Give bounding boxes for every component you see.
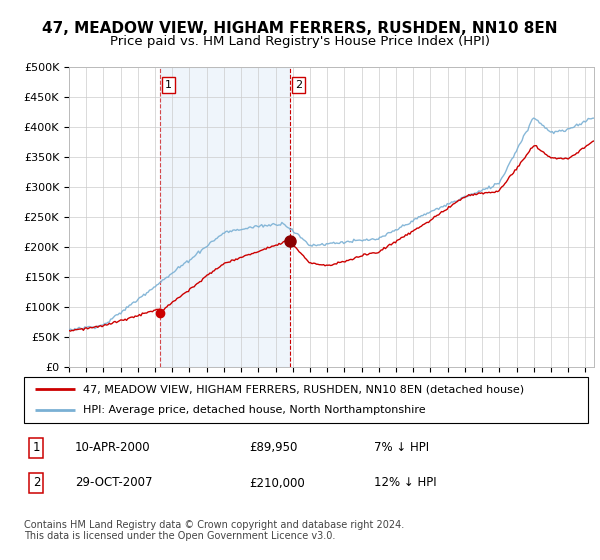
Text: 29-OCT-2007: 29-OCT-2007 <box>75 477 152 489</box>
Text: Contains HM Land Registry data © Crown copyright and database right 2024.
This d: Contains HM Land Registry data © Crown c… <box>24 520 404 542</box>
Text: £210,000: £210,000 <box>250 477 305 489</box>
Text: £89,950: £89,950 <box>250 441 298 454</box>
Text: 47, MEADOW VIEW, HIGHAM FERRERS, RUSHDEN, NN10 8EN: 47, MEADOW VIEW, HIGHAM FERRERS, RUSHDEN… <box>42 21 558 36</box>
Text: 1: 1 <box>165 80 172 90</box>
FancyBboxPatch shape <box>24 377 588 423</box>
Text: HPI: Average price, detached house, North Northamptonshire: HPI: Average price, detached house, Nort… <box>83 405 426 416</box>
Text: Price paid vs. HM Land Registry's House Price Index (HPI): Price paid vs. HM Land Registry's House … <box>110 35 490 48</box>
Text: 12% ↓ HPI: 12% ↓ HPI <box>374 477 436 489</box>
Text: 47, MEADOW VIEW, HIGHAM FERRERS, RUSHDEN, NN10 8EN (detached house): 47, MEADOW VIEW, HIGHAM FERRERS, RUSHDEN… <box>83 384 524 394</box>
Text: 10-APR-2000: 10-APR-2000 <box>75 441 151 454</box>
Text: 2: 2 <box>295 80 302 90</box>
Text: 2: 2 <box>32 477 40 489</box>
Text: 1: 1 <box>32 441 40 454</box>
Bar <box>160 67 290 367</box>
Text: 7% ↓ HPI: 7% ↓ HPI <box>374 441 429 454</box>
